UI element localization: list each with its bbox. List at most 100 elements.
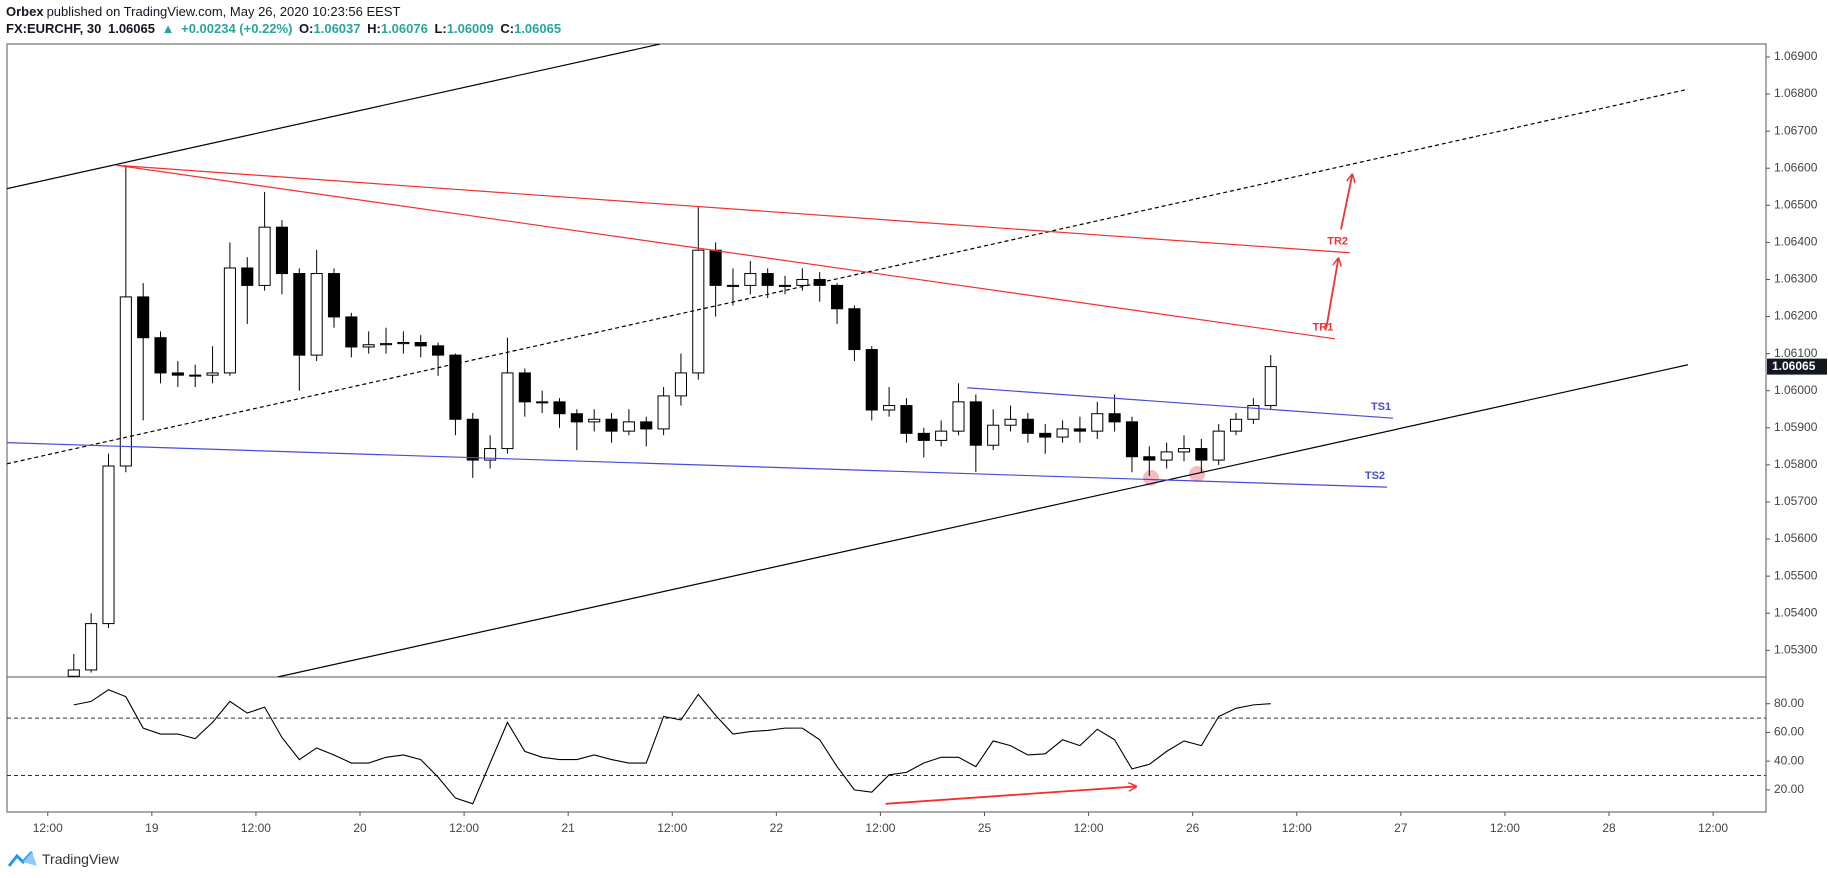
candle-body <box>952 401 965 432</box>
y-tick-label: 1.06200 <box>1774 309 1818 323</box>
low: 1.06009 <box>446 21 494 36</box>
candle-body <box>327 273 341 318</box>
candle-body <box>1108 413 1121 423</box>
y-tick-label: 1.05600 <box>1774 531 1818 545</box>
plot-frame <box>6 43 1767 813</box>
candle-body <box>1229 418 1243 432</box>
candle-body <box>189 374 202 377</box>
x-tick-label: 12:00 <box>1282 821 1312 835</box>
candle-body <box>414 342 427 347</box>
y-tick-label: 1.05300 <box>1774 642 1818 656</box>
x-tick-label: 27 <box>1394 821 1408 835</box>
candle-body <box>1004 418 1017 426</box>
arrow <box>1325 258 1338 329</box>
publish-line: Orbex published on TradingView.com, May 2… <box>6 4 403 19</box>
chart: 1.05300 1.05400 1.05500 1.05600 1.05700 1.058… <box>6 43 1827 835</box>
candle-body <box>1091 413 1104 432</box>
x-tick-label: 12:00 <box>1490 821 1520 835</box>
published: published on TradingView.com, May 26, 20… <box>46 4 401 19</box>
x-tick-label: 20 <box>353 821 367 835</box>
y-tick-label: 1.06700 <box>1774 123 1818 137</box>
candle-body <box>1160 451 1173 461</box>
candle-body <box>85 623 98 671</box>
x-tick-label: 12:00 <box>241 821 271 835</box>
candle-body <box>1143 456 1156 461</box>
candle-body <box>692 249 705 374</box>
candle-body <box>275 226 289 275</box>
last-price-tag <box>1767 358 1827 375</box>
line-label: TS2 <box>1365 470 1385 482</box>
x-tick-label: 12:00 <box>865 821 895 835</box>
pane <box>7 44 1689 677</box>
candle-body <box>744 273 757 286</box>
y-tick-label: 40.00 <box>1774 753 1804 767</box>
line-label: TR2 <box>1327 236 1348 248</box>
candle-body <box>1039 432 1052 438</box>
candle-body <box>796 278 809 286</box>
y-tick-label: 1.05800 <box>1774 457 1818 471</box>
x-tick-label: 28 <box>1602 821 1616 835</box>
x-tick-label: 26 <box>1186 821 1200 835</box>
x-tick-label: 12:00 <box>1074 821 1104 835</box>
publisher: Orbex <box>6 4 44 19</box>
candle-body <box>1212 430 1225 461</box>
candle-body <box>761 273 774 286</box>
trend-line <box>116 164 1350 254</box>
candle-body <box>1021 418 1034 434</box>
x-tick-label: 12:00 <box>657 821 687 835</box>
brand: TradingView <box>42 851 120 867</box>
candle-body <box>917 432 930 441</box>
x-tick-label: 12:00 <box>33 821 63 835</box>
trend-line <box>7 88 1689 465</box>
candle-body <box>657 395 670 430</box>
logo <box>8 850 37 867</box>
y-tick-label: 1.06600 <box>1774 160 1818 174</box>
candle-body <box>345 316 358 348</box>
candle-body <box>536 401 549 404</box>
trend-line <box>967 387 1394 419</box>
candle-body <box>1264 366 1277 407</box>
line-label: TR1 <box>1313 322 1334 334</box>
rsi-line <box>73 689 1271 805</box>
y-tick-label: 1.06300 <box>1774 272 1818 286</box>
candle-body <box>137 296 150 339</box>
y-tick-label: 80.00 <box>1774 696 1804 710</box>
candle-body <box>709 249 722 286</box>
candle-body <box>171 372 184 376</box>
candle-body <box>1073 428 1086 432</box>
close-label: C: <box>500 21 515 36</box>
candle-body <box>1177 448 1191 453</box>
arrow: ▲ <box>161 21 175 36</box>
x-tick-label: 12:00 <box>449 821 479 835</box>
trend-line <box>7 44 661 190</box>
candle-body <box>258 226 271 286</box>
candle-body <box>1125 421 1139 458</box>
high: 1.06076 <box>380 21 428 36</box>
candle-body <box>831 284 844 310</box>
candle-body <box>154 337 167 374</box>
y-tick-label: 1.06400 <box>1774 235 1818 249</box>
y-tick-label: 60.00 <box>1774 725 1804 739</box>
candle-body <box>293 273 306 356</box>
candle-body <box>987 424 1000 446</box>
candle-body <box>362 344 375 348</box>
candle-body <box>778 284 792 287</box>
candle-body <box>397 342 410 345</box>
y-tick-label: 1.05500 <box>1774 568 1818 582</box>
candle-body <box>501 372 514 450</box>
candle-body <box>640 421 653 430</box>
y-tick-label: 1.06900 <box>1774 49 1818 63</box>
candle-body <box>883 405 896 411</box>
candle-body <box>726 284 740 287</box>
candle-body <box>570 413 583 423</box>
footer: TradingView <box>8 850 119 868</box>
candle-body <box>466 418 479 461</box>
candle-body <box>553 401 566 415</box>
high-label: H: <box>367 21 381 36</box>
close: 1.06065 <box>514 21 562 36</box>
y-tick-label: 1.05900 <box>1774 420 1818 434</box>
last: 1.06065 <box>107 21 155 36</box>
candle-body <box>588 418 601 423</box>
low-label: L: <box>434 21 447 36</box>
legend-line: FX:EURCHF, 30 1.06065 ▲ +0.00234 (+0.22%… <box>6 21 564 36</box>
